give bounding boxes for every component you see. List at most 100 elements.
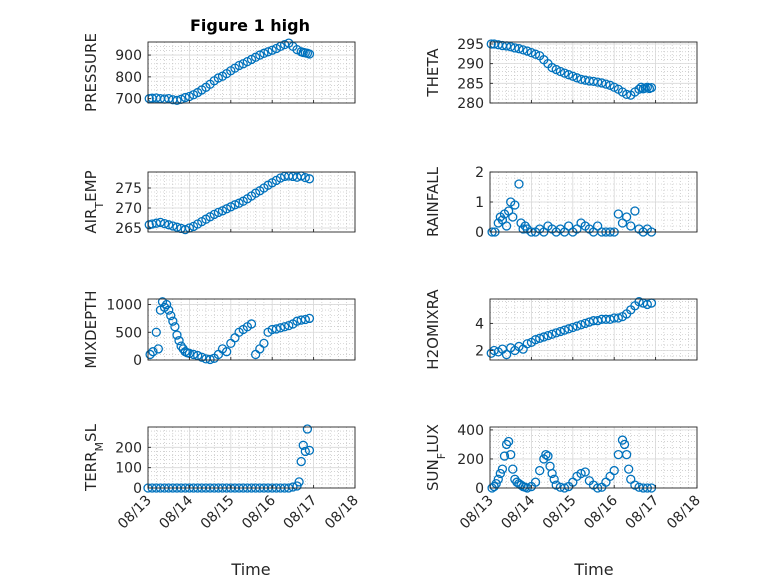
y-tick-label: 2 [475,165,484,181]
data-point [294,477,304,487]
data-point [543,451,553,461]
data-point [300,172,310,183]
chart-panel-3: 265 270 275 AIRTEMP [82,170,356,237]
data-point [621,449,632,460]
y-tick-label: 1 [475,195,484,211]
plot-area [148,172,355,232]
y-tick-label: 500 [115,325,142,341]
x-tick-label: 08/14 [156,492,196,532]
data-point [159,218,170,229]
y-axis-label: SUNFLUX [424,424,448,491]
data-point [246,319,257,329]
data-point [568,322,578,333]
plot-area [490,427,697,488]
data-point [642,299,652,310]
data-point [547,329,557,339]
data-point [547,468,557,479]
y-tick-label: 0 [133,353,142,369]
data-point [613,313,623,323]
data-point [164,305,174,315]
data-point [180,92,190,103]
data-point [304,445,315,456]
axes-box [489,426,698,489]
data-point [508,212,518,222]
data-point [613,209,623,219]
data-point [501,439,512,450]
data-point [551,328,561,338]
data-point [267,45,277,55]
data-point [166,310,176,321]
data-point [609,465,619,476]
data-point [634,297,644,307]
x-tick-label: 08/13 [457,493,497,533]
axes-box [489,41,698,104]
y-axis-label: RAINFALL [424,166,442,237]
data-point [510,200,520,210]
data-point [161,299,172,310]
data-point [514,44,524,54]
data-point [568,71,578,81]
data-point [174,335,184,346]
data-point [634,84,644,94]
data-point [493,474,503,484]
data-point [543,330,553,341]
y-tick-label: 800 [115,70,142,86]
data-point [145,349,155,360]
data-point [559,68,570,78]
x-tick-label: 08/18 [322,493,362,533]
axes-box [147,41,356,104]
data-point [259,338,269,349]
axes-box [147,171,356,233]
data-point [535,333,545,343]
chart-panel-2: 280 285 290 295 THETA [424,37,698,112]
data-point [271,324,281,334]
y-tick-label: 290 [457,57,484,73]
data-point [619,439,630,450]
data-point [559,325,570,335]
data-point [642,82,652,92]
data-point [564,324,574,334]
data-point [495,468,506,479]
data-point [205,354,215,365]
data-point [302,424,313,434]
data-point [621,212,632,222]
y-tick-label: 0 [475,481,484,497]
y-axis-label: PRESSURE [82,33,100,112]
data-point [486,348,496,358]
figure-title: Figure 1 high [190,16,310,35]
data-point [564,70,574,80]
axes-box [147,426,356,489]
data-point [601,79,611,89]
data-point [213,73,224,83]
y-axis-label: MIXDEPTH [82,290,100,368]
data-point [172,222,182,232]
data-point [275,323,286,333]
data-point [522,46,532,56]
y-axis-label: THETA [424,48,442,98]
y-tick-label: 295 [457,37,484,53]
plot-area [148,42,355,103]
data-point [197,352,207,362]
data-point [188,349,199,360]
data-point [530,477,541,487]
y-tick-label: 280 [457,96,484,112]
data-point [621,89,632,99]
x-axis-label-right: Time [573,560,613,579]
x-tick-label: 08/17 [623,493,663,533]
y-tick-label: 4 [475,316,484,332]
data-point [530,335,541,345]
data-point [284,320,294,331]
y-tick-label: 275 [115,181,142,197]
data-point [535,465,545,476]
y-tick-label: 100 [115,461,142,477]
y-axis-label: H2OMIXRA [424,289,442,370]
data-point [304,313,315,324]
y-tick-label: 200 [457,452,484,468]
x-tick-label: 08/14 [498,492,538,532]
data-point [630,206,640,216]
data-point [300,314,310,325]
data-point [213,207,224,218]
chart-panel-6: 2 4 H2OMIXRA [424,289,698,370]
x-tick-label: 08/16 [581,492,621,532]
data-point [288,482,298,492]
